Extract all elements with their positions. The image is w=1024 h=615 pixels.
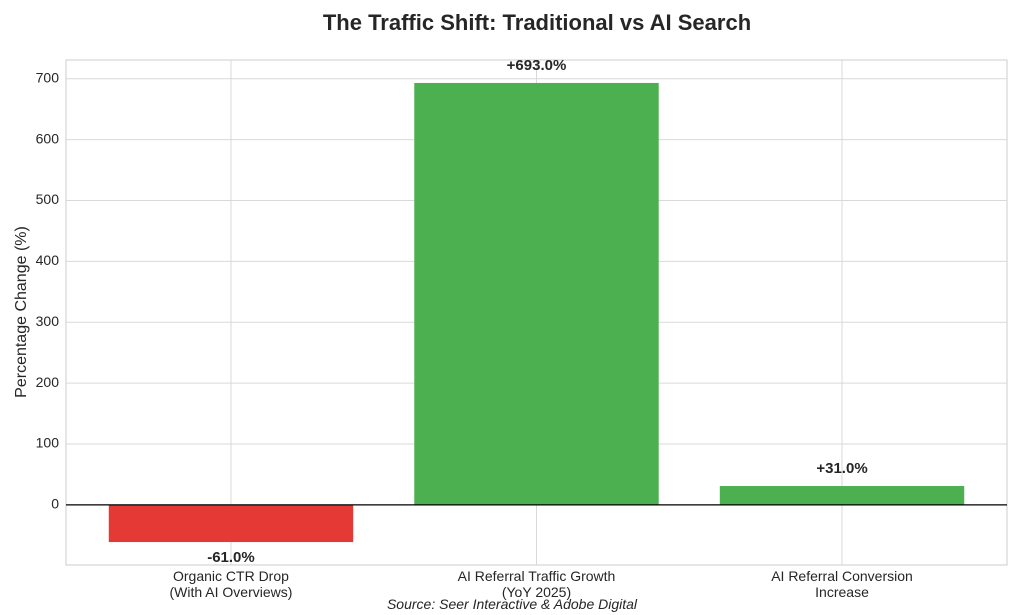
source-note: Source: Seer Interactive & Adobe Digital… (386, 596, 638, 615)
x-tick-label: AI Referral Conversion Increase (771, 568, 913, 600)
y-tick-label: 0 (51, 496, 59, 512)
y-tick-label: 500 (36, 191, 60, 207)
value-label: +31.0% (816, 460, 867, 477)
bar (108, 504, 354, 543)
chart-title: The Traffic Shift: Traditional vs AI Sea… (323, 10, 751, 35)
value-label: +693.0% (507, 57, 567, 74)
x-tick-label: Organic CTR Drop (With AI Overviews) (169, 568, 293, 600)
x-tick-label: AI Referral Traffic Growth (YoY 2025) (457, 568, 616, 600)
y-tick-label: 600 (36, 130, 60, 146)
y-tick-label: 700 (36, 69, 60, 85)
bar (719, 486, 965, 505)
y-axis-label: Percentage Change (%) (13, 226, 30, 398)
y-tick-label: 300 (36, 313, 60, 329)
value-label: -61.0% (207, 549, 255, 566)
y-tick-label: 100 (36, 435, 60, 451)
y-tick-label: 400 (36, 252, 60, 268)
y-tick-label: 200 (36, 374, 60, 390)
bar (414, 82, 659, 505)
